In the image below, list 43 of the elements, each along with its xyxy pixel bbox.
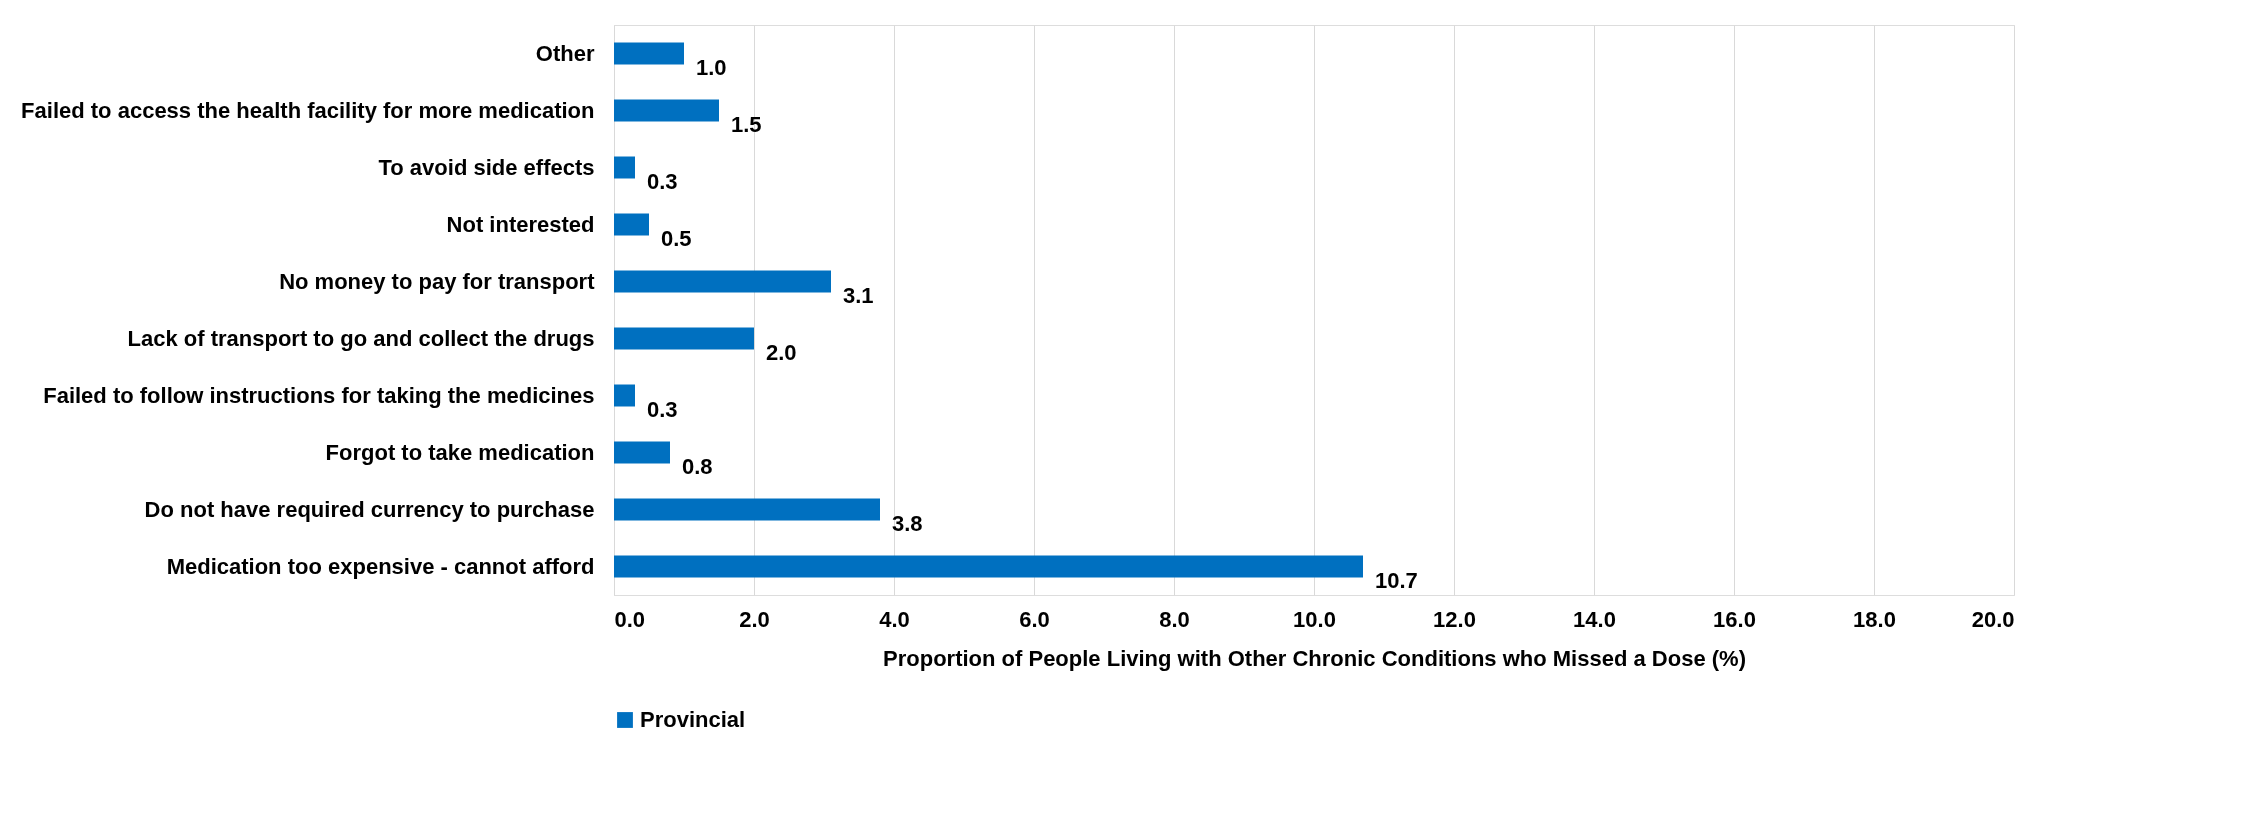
bar xyxy=(614,99,719,122)
y-tick-label: Not interested xyxy=(446,211,595,237)
bar xyxy=(614,270,831,293)
x-axis-title: Proportion of People Living with Other Chronic Conditions who Missed a Dose (%) xyxy=(883,645,1746,671)
y-tick-label: To avoid side effects xyxy=(378,154,595,180)
x-tick-label: 10.0 xyxy=(1293,606,1336,632)
bar xyxy=(614,555,1363,578)
data-label: 0.3 xyxy=(647,168,678,194)
bar xyxy=(614,156,635,179)
x-tick-label: 20.0 xyxy=(1971,606,2015,632)
x-tick-label: 8.0 xyxy=(1159,606,1190,632)
bar xyxy=(614,441,670,464)
x-tick-label: 18.0 xyxy=(1853,606,1896,632)
bar xyxy=(614,327,754,350)
data-label: 10.7 xyxy=(1375,567,1418,593)
data-label: 2.0 xyxy=(766,339,797,365)
data-label: 3.8 xyxy=(892,510,923,536)
data-label: 3.1 xyxy=(843,282,874,308)
bar xyxy=(614,384,635,407)
y-tick-label: Forgot to take medication xyxy=(325,439,595,465)
bar xyxy=(614,213,649,236)
data-label: 1.0 xyxy=(696,54,727,80)
x-tick-label: 6.0 xyxy=(1019,606,1050,632)
x-tick-label: 2.0 xyxy=(739,606,770,632)
y-tick-label: Lack of transport to go and collect the drugs xyxy=(127,325,595,351)
x-tick-label: 12.0 xyxy=(1433,606,1476,632)
data-label: 1.5 xyxy=(731,111,762,137)
data-label: 0.5 xyxy=(661,225,692,251)
bar xyxy=(614,498,880,521)
x-tick-label: 4.0 xyxy=(879,606,910,632)
bar xyxy=(614,42,684,65)
x-tick-label: 0.0 xyxy=(614,606,646,632)
y-tick-label: Medication too expensive - cannot afford xyxy=(166,553,595,579)
legend-label: Provincial xyxy=(640,707,746,732)
y-tick-label: Failed to access the health facility for more medication xyxy=(21,97,595,123)
x-tick-label: 14.0 xyxy=(1573,606,1616,632)
y-tick-label: Do not have required currency to purchase xyxy=(144,496,595,522)
y-tick-label: No money to pay for transport xyxy=(279,268,596,294)
data-label: 0.8 xyxy=(682,453,713,479)
data-label: 0.3 xyxy=(647,396,678,422)
y-tick-label: Other xyxy=(535,40,595,66)
x-tick-label: 16.0 xyxy=(1713,606,1756,632)
y-tick-label: Failed to follow instructions for taking the medicines xyxy=(43,382,595,408)
